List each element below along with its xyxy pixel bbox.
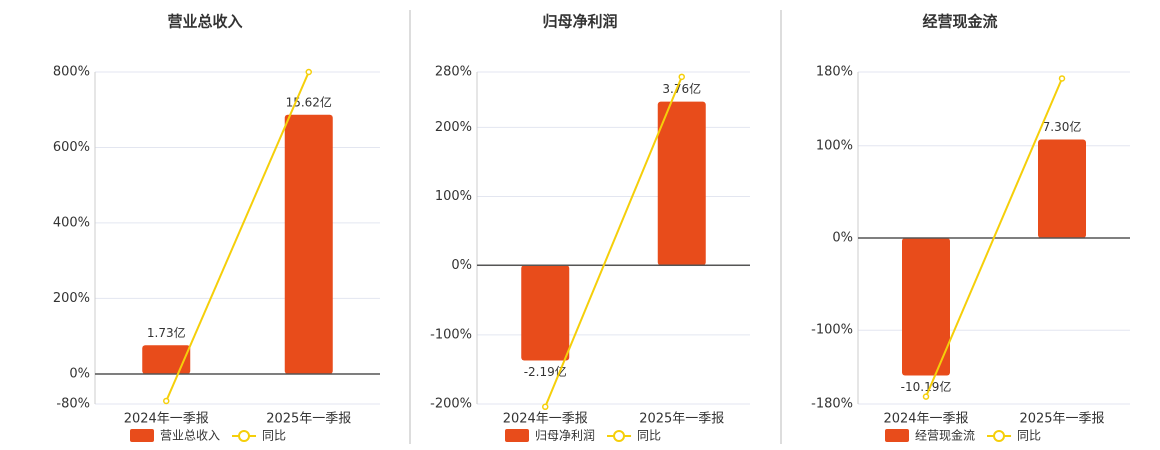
- legend-swatch: [130, 429, 154, 442]
- y-tick-label: 100%: [816, 138, 853, 153]
- bar: [521, 265, 570, 361]
- legend-swatch: [613, 430, 626, 442]
- x-tick-label: 2025年一季报: [639, 412, 724, 427]
- bar: [657, 101, 706, 266]
- legend-swatch: [885, 429, 909, 442]
- legend-label: 同比: [262, 429, 286, 443]
- legend-label: 经营现金流: [915, 428, 975, 443]
- y-tick-label: 200%: [435, 120, 472, 135]
- x-tick-label: 2025年一季报: [1019, 412, 1104, 427]
- x-tick-label: 2024年一季报: [124, 412, 209, 427]
- y-tick-label: 600%: [53, 140, 90, 155]
- line-point: [922, 393, 930, 400]
- legend-label: 同比: [637, 429, 661, 443]
- line: [544, 76, 683, 408]
- x-tick-label: 2025年一季报: [266, 412, 351, 427]
- y-tick-label: 0%: [832, 231, 853, 246]
- y-tick-label: -180%: [811, 397, 853, 412]
- chart-title: 营业总收入: [167, 13, 242, 31]
- legend-swatch: [238, 430, 251, 442]
- line-point: [542, 403, 549, 411]
- y-tick-label: -100%: [811, 323, 853, 338]
- line-point: [1058, 75, 1066, 82]
- bar: [142, 345, 191, 374]
- legend-label: 营业总收入: [160, 429, 220, 443]
- line-point: [163, 397, 170, 405]
- y-tick-label: 0%: [69, 366, 90, 381]
- y-tick-label: -200%: [430, 397, 472, 412]
- y-tick-label: 0%: [451, 258, 472, 273]
- y-tick-label: 200%: [53, 291, 90, 306]
- bar: [1038, 139, 1086, 238]
- value-label: -2.19亿: [524, 364, 567, 379]
- line-point: [678, 73, 685, 81]
- y-tick-label: -100%: [430, 327, 472, 342]
- bar: [284, 114, 333, 374]
- y-tick-label: 180%: [816, 65, 853, 80]
- line: [165, 71, 310, 402]
- value-label: -10.19亿: [901, 379, 952, 394]
- y-tick-label: 800%: [53, 65, 90, 80]
- legend-label: 同比: [1017, 429, 1041, 443]
- value-label: 1.73亿: [147, 325, 186, 340]
- y-tick-label: 280%: [435, 65, 472, 80]
- y-tick-label: 100%: [435, 189, 472, 204]
- bar: [902, 238, 950, 376]
- chart-title: 经营现金流: [922, 13, 997, 31]
- value-label: 3.76亿: [662, 81, 701, 96]
- legend-swatch: [993, 430, 1006, 442]
- chart-title: 归母净利润: [542, 13, 617, 31]
- line-point: [305, 68, 312, 76]
- legend-label: 归母净利润: [535, 429, 595, 443]
- y-tick-label: -80%: [56, 397, 90, 412]
- x-tick-label: 2024年一季报: [503, 412, 588, 427]
- y-tick-label: 400%: [53, 215, 90, 230]
- value-label: 7.30亿: [1043, 119, 1082, 134]
- x-tick-label: 2024年一季报: [883, 412, 968, 427]
- line: [925, 78, 1063, 398]
- legend-swatch: [505, 429, 529, 442]
